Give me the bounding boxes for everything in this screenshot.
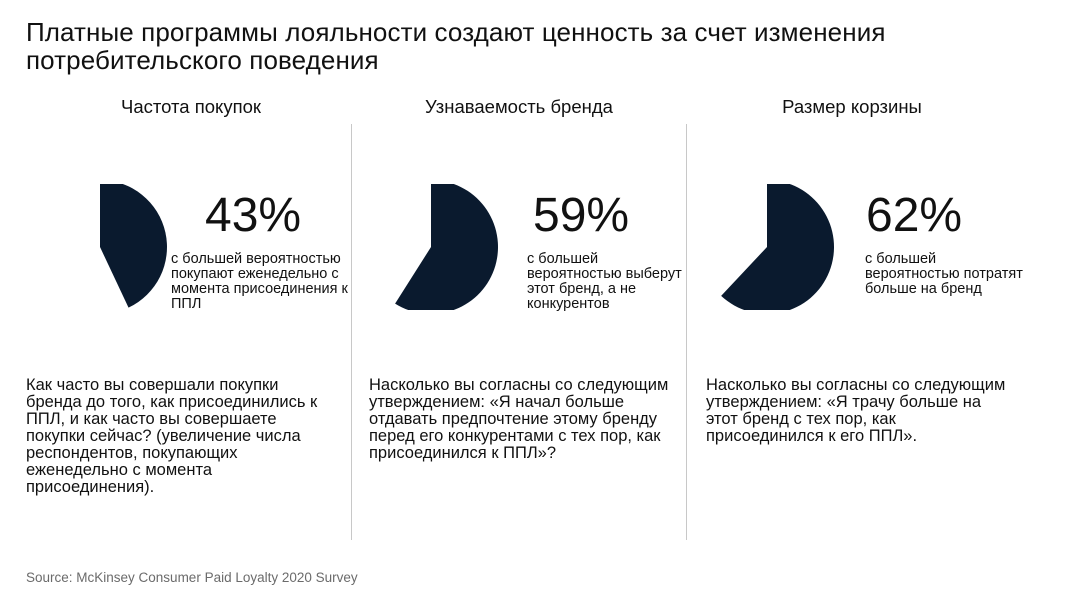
percent-description: с большей вероятностью потратят больше н… xyxy=(865,251,1023,297)
pie-chart xyxy=(721,184,834,310)
percent-value: 43% xyxy=(205,189,302,242)
pie-slice xyxy=(721,184,834,310)
source-note: Source: McKinsey Consumer Paid Loyalty 2… xyxy=(26,570,358,585)
percent-value: 59% xyxy=(533,189,630,242)
survey-question: Как часто вы совершали покупки бренда до… xyxy=(26,376,318,496)
pie-slice xyxy=(395,184,498,310)
panel-title: Размер корзины xyxy=(782,96,922,117)
column-divider xyxy=(351,124,352,540)
panel-title: Узнаваемость бренда xyxy=(425,96,613,117)
column-divider xyxy=(686,124,687,540)
percent-value: 62% xyxy=(866,189,963,242)
percent-description: с большей вероятностью покупают еженедел… xyxy=(171,251,348,312)
pie-slice xyxy=(100,184,167,308)
chart-title: Платные программы лояльности создают цен… xyxy=(26,17,886,75)
panel-title: Частота покупок xyxy=(121,96,261,117)
pie-chart xyxy=(395,184,498,310)
survey-question: Насколько вы согласны со следующим утвер… xyxy=(369,376,669,462)
survey-question: Насколько вы согласны со следующим утвер… xyxy=(706,376,1006,445)
pie-chart xyxy=(100,184,167,308)
percent-description: с большей вероятностью выберут этот брен… xyxy=(527,251,682,312)
